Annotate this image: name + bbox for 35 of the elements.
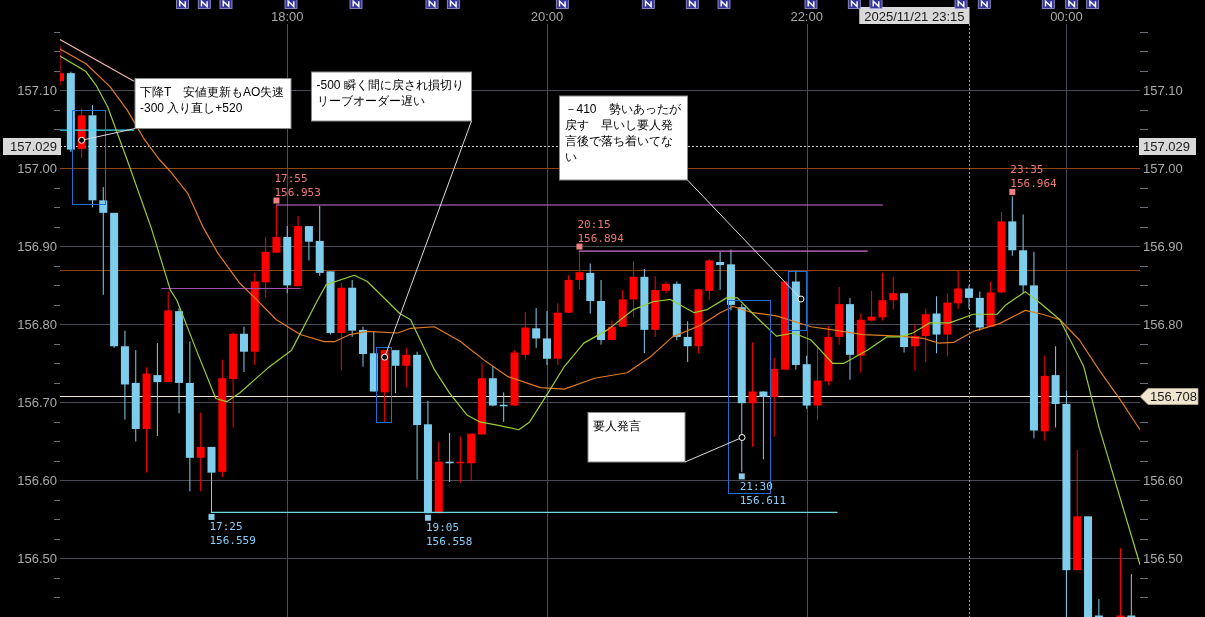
annotation: 19:05 156.558 bbox=[424, 514, 473, 549]
annotation: 17:55 156.953 bbox=[273, 172, 321, 204]
annotation: 下降T 安値更新もAO失速 -300 入り直し+520 bbox=[140, 84, 285, 115]
ref-line-label: 2025/11/21 23:15 bbox=[859, 7, 970, 24]
x-tick-label: 18:00 bbox=[271, 9, 304, 24]
annotation: 17:25 156.559 bbox=[208, 513, 256, 548]
y-tick-label: 156.60 bbox=[17, 472, 57, 488]
ref-line-label: 156.708 bbox=[1139, 388, 1199, 405]
annotation: －410 勢いあったが戻す 早いし要人発言後で落ち着いてない bbox=[559, 95, 688, 181]
ref-line-label: 157.029 bbox=[1139, 138, 1196, 155]
y-tick-label: 156.80 bbox=[17, 316, 57, 332]
y-tick-label: 157.10 bbox=[17, 82, 57, 98]
x-tick-label: 00:00 bbox=[1050, 9, 1083, 24]
y2-tick-label: 157.00 bbox=[1143, 160, 1183, 176]
y2-tick-label: 156.90 bbox=[1143, 238, 1183, 254]
ref-line-label: 156.708 bbox=[1150, 389, 1197, 404]
annotation: 20:15 156.894 bbox=[576, 218, 624, 250]
annotation: 要人発言 bbox=[587, 412, 686, 463]
x-tick-label: 20:00 bbox=[530, 9, 564, 24]
y2-tick-label: 156.50 bbox=[1143, 551, 1183, 566]
annotation: -500 瞬く間に戻され損切りリーブオーダー遅い bbox=[316, 78, 464, 108]
y2-tick-label: 156.60 bbox=[1143, 472, 1183, 488]
y-tick-label: 157.00 bbox=[17, 160, 57, 176]
y2-tick-label: 157.10 bbox=[1143, 82, 1183, 98]
y2-tick-label: 156.80 bbox=[1143, 316, 1183, 332]
y-tick-label: 156.70 bbox=[17, 394, 57, 410]
ref-line-label: 157.029 bbox=[10, 139, 57, 154]
x-tick-label: 22:00 bbox=[790, 9, 823, 24]
annotation: 17:25 156.559 bbox=[209, 520, 256, 548]
annotation: －410 勢いあったが戻す 早いし要人発言後で落ち着いてない bbox=[564, 102, 682, 164]
y-tick-label: 156.90 bbox=[17, 238, 57, 254]
ref-line-label: 157.029 bbox=[3, 138, 61, 155]
y-tick-label: 156.50 bbox=[17, 551, 57, 566]
annotation: 要人発言 bbox=[593, 418, 641, 433]
annotation: 19:05 156.558 bbox=[425, 521, 473, 549]
